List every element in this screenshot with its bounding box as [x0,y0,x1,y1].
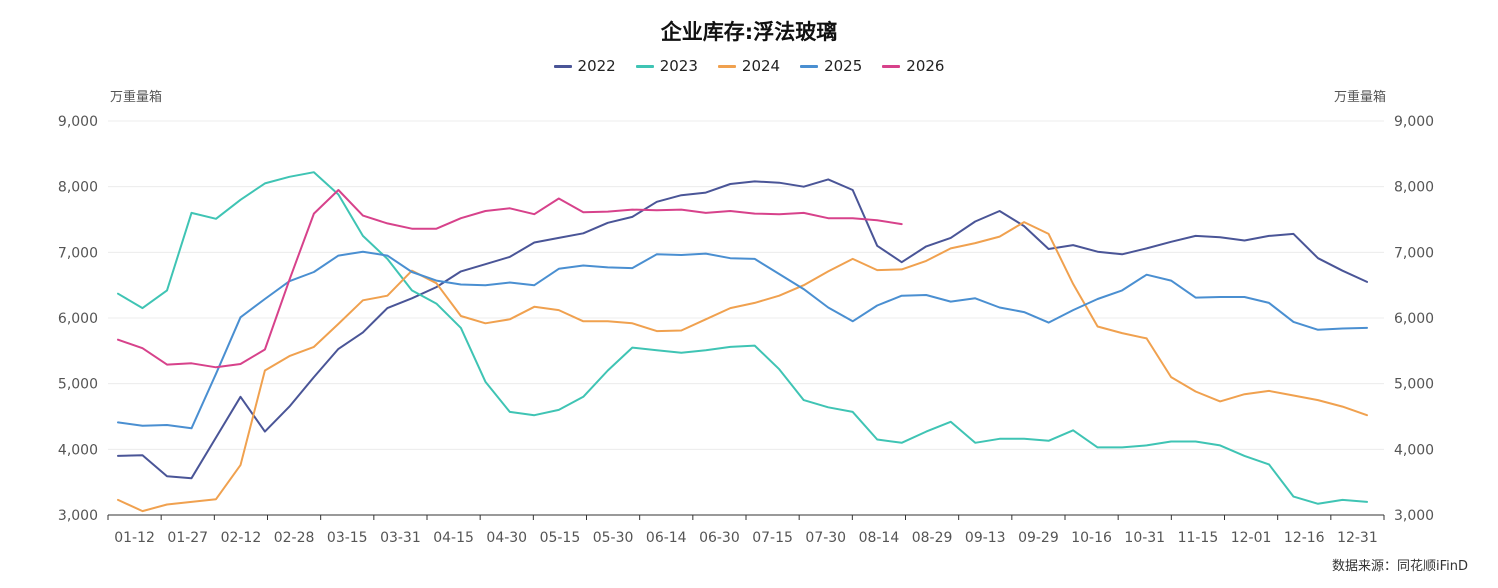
x-tick-label: 05-15 [540,530,581,546]
legend-swatch-2025 [800,64,819,68]
series-line-2023 [117,171,1368,505]
legend-item-2022[interactable]: 2022 [553,57,616,75]
x-tick-label: 06-30 [699,530,740,546]
x-tick-label: 10-31 [1124,530,1165,546]
x-tick-label: 04-30 [486,530,527,546]
legend-label-2024: 2024 [741,57,781,75]
x-tick-label: 02-12 [221,530,262,546]
x-tick-label: 12-01 [1231,530,1272,546]
legend-item-2025[interactable]: 2025 [800,57,862,75]
y-tick-label-right: 8,000 [1394,180,1434,196]
legend-item-2026[interactable]: 2026 [882,57,944,75]
y-tick-label-left: 9,000 [58,114,98,130]
y-tick-label-right: 5,000 [1394,377,1434,393]
x-tick-label: 09-29 [1018,530,1059,546]
series-line-2026 [117,189,903,369]
legend-swatch-2026 [882,64,901,68]
y-tick-label-left: 5,000 [58,377,98,393]
x-tick-label: 09-13 [965,530,1006,546]
x-tick-label: 01-27 [167,530,208,546]
x-tick-label: 05-30 [593,530,634,546]
series-line-2025 [117,250,1368,430]
x-tick-label: 03-31 [380,530,421,546]
data-source-note: 数据来源：同花顺iFinD [1331,559,1468,574]
series-line-2024 [117,221,1368,513]
y-tick-label-right: 6,000 [1394,311,1434,327]
legend-label-2022: 2022 [577,57,616,75]
legend-item-2023[interactable]: 2023 [635,57,698,75]
y-tick-label-left: 6,000 [58,311,98,327]
left-axis-unit: 万重量箱 [110,90,163,105]
x-tick-label: 12-16 [1284,530,1325,546]
x-tick-label: 12-31 [1337,530,1378,546]
y-tick-label-right: 4,000 [1394,442,1434,458]
x-tick-label: 07-15 [752,530,793,546]
chart-title: 企业库存:浮法玻璃 [660,20,838,44]
legend-item-2024[interactable]: 2024 [717,57,781,75]
legend-swatch-2023 [635,64,654,68]
x-tick-label: 10-16 [1071,530,1112,546]
x-tick-label: 01-12 [114,530,155,546]
legend-label-2026: 2026 [906,57,945,75]
y-tick-label-left: 4,000 [58,442,98,458]
legend-swatch-2024 [717,64,736,68]
legend-label-2023: 2023 [659,57,698,75]
right-axis-unit: 万重量箱 [1333,90,1386,105]
x-tick-label: 04-15 [433,530,474,546]
y-tick-label-right: 9,000 [1394,114,1434,130]
y-tick-label-left: 7,000 [58,245,98,261]
x-tick-label: 02-28 [274,530,315,546]
series-line-2022 [117,178,1368,480]
y-tick-label-left: 8,000 [58,180,98,196]
x-tick-label: 06-14 [646,530,687,546]
legend-swatch-2022 [553,64,572,68]
x-tick-label: 07-30 [805,530,846,546]
legend-label-2025: 2025 [824,57,863,75]
x-tick-label: 03-15 [327,530,368,546]
y-tick-label-right: 3,000 [1394,508,1434,524]
x-tick-label: 08-29 [912,530,953,546]
chart-legend[interactable]: 2022 2023 2024 2025 2026 [0,57,1498,75]
x-tick-label: 11-15 [1178,530,1219,546]
x-tick-label: 08-14 [859,530,900,546]
y-tick-label-left: 3,000 [58,508,98,524]
y-tick-label-right: 7,000 [1394,245,1434,261]
